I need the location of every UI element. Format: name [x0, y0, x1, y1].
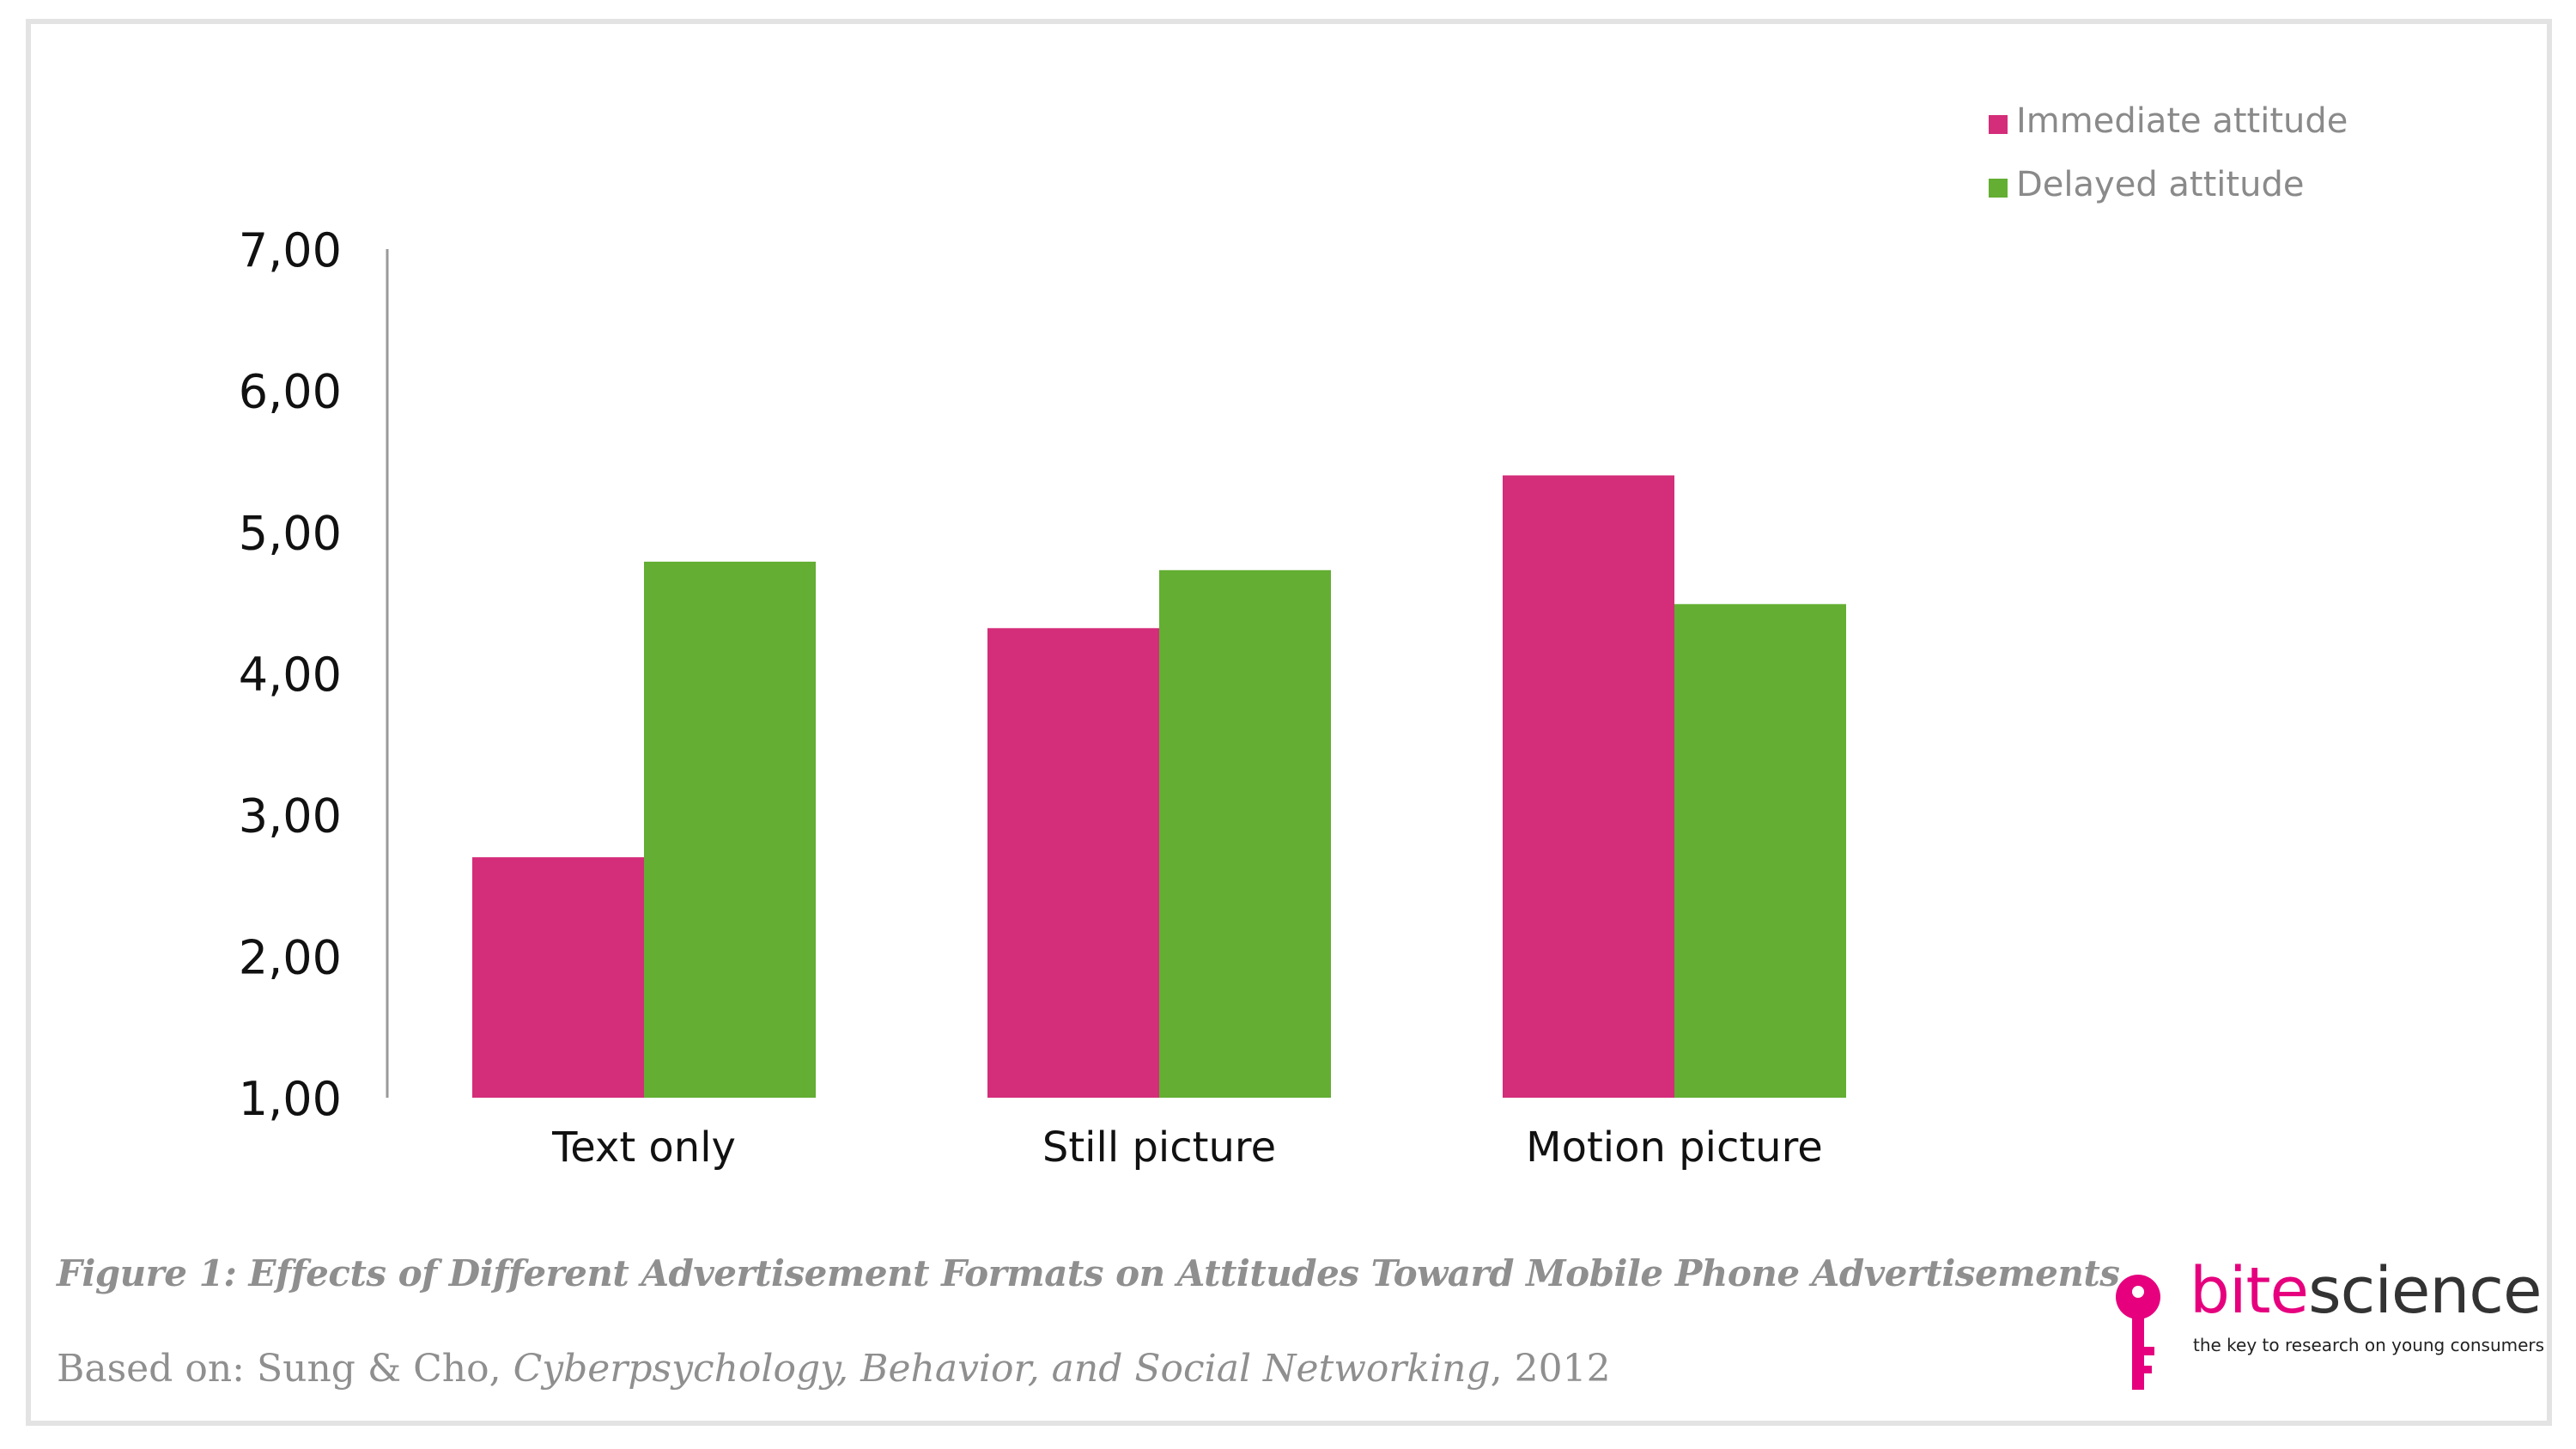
bar [1503, 475, 1674, 1098]
bitescience-logo: bitescience the key to research on young… [2114, 1254, 2544, 1398]
logo-word-science: science [2308, 1254, 2542, 1328]
logo-word-bite: bite [2190, 1254, 2309, 1328]
bar [987, 628, 1159, 1098]
key-icon [2116, 1275, 2160, 1390]
source-suffix: , 2012 [1490, 1347, 1611, 1391]
bar [1674, 604, 1846, 1098]
legend-label: Delayed attitude [2016, 165, 2304, 204]
y-tick-label: 2,00 [239, 930, 342, 984]
chart-frame [26, 19, 2552, 1426]
y-tick-label: 3,00 [239, 789, 342, 843]
legend-label: Immediate attitude [2016, 101, 2348, 141]
y-tick-label: 1,00 [239, 1072, 342, 1126]
legend-swatch [1989, 115, 2008, 134]
y-tick-label: 4,00 [239, 648, 342, 702]
source-journal: Cyberpsychology, Behavior, and Social Ne… [513, 1347, 1491, 1391]
logo-tagline: the key to research on young consumers [2193, 1335, 2545, 1355]
source-prefix: Based on: Sung & Cho, [57, 1347, 513, 1391]
x-tick-label: Motion picture [1526, 1123, 1823, 1172]
bar [1159, 569, 1331, 1098]
y-tick-label: 7,00 [239, 223, 342, 277]
x-tick-label: Text only [551, 1123, 736, 1172]
x-tick-label: Still picture [1042, 1123, 1276, 1172]
logo-wordmark: bitescience [2190, 1254, 2543, 1328]
bar [644, 561, 816, 1098]
legend-swatch [1989, 179, 2008, 198]
y-tick-label: 5,00 [239, 506, 342, 560]
figure-caption: Figure 1: Effects of Different Advertise… [57, 1252, 2120, 1294]
y-tick-label: 6,00 [239, 365, 342, 419]
source-citation: Based on: Sung & Cho, Cyberpsychology, B… [57, 1347, 1611, 1391]
bar [472, 857, 644, 1098]
